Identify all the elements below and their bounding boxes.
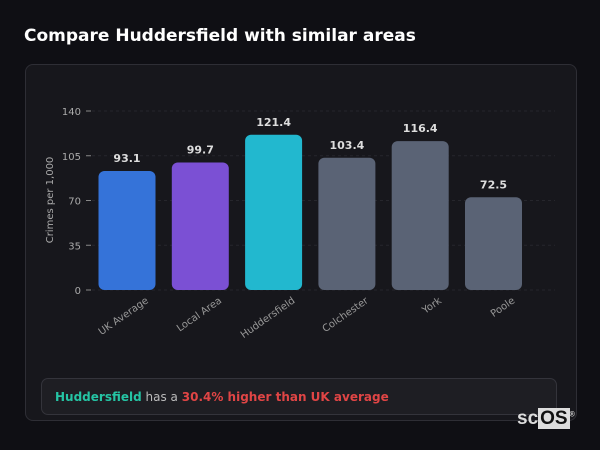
callout-area: Huddersfield (55, 390, 142, 404)
bar (245, 134, 303, 290)
bar (465, 197, 522, 290)
bar (98, 170, 156, 290)
y-tick-label: 140 (62, 107, 81, 118)
bar-value-label: 93.1 (113, 152, 140, 165)
bar (171, 162, 229, 290)
x-tick-label: Colchester (321, 295, 372, 335)
scos-logo: sc OS ® (517, 408, 575, 429)
bar-value-label: 121.4 (256, 116, 291, 129)
bar (318, 157, 376, 290)
page-title: Compare Huddersfield with similar areas (24, 26, 416, 46)
comparison-callout: Huddersfield has a 30.4% higher than UK … (41, 378, 557, 415)
bar-value-label: 72.5 (480, 178, 507, 191)
y-tick-label: 70 (68, 197, 81, 208)
callout-middle: has a (145, 390, 178, 404)
y-axis-label: Crimes per 1,000 (45, 157, 56, 244)
bar-value-label: 116.4 (403, 122, 438, 135)
y-tick-label: 105 (62, 152, 81, 163)
bar-value-label: 99.7 (187, 144, 214, 157)
x-tick-label: Local Area (175, 295, 224, 334)
x-tick-label: York (420, 295, 444, 317)
x-tick-label: UK Average (97, 295, 151, 337)
callout-comparison: 30.4% higher than UK average (181, 390, 389, 404)
bar (391, 141, 449, 290)
y-tick-label: 0 (75, 286, 81, 297)
x-tick-label: Huddersfield (239, 295, 297, 340)
bar-value-label: 103.4 (330, 139, 365, 152)
x-tick-label: Poole (489, 295, 517, 319)
y-tick-label: 35 (68, 241, 81, 252)
